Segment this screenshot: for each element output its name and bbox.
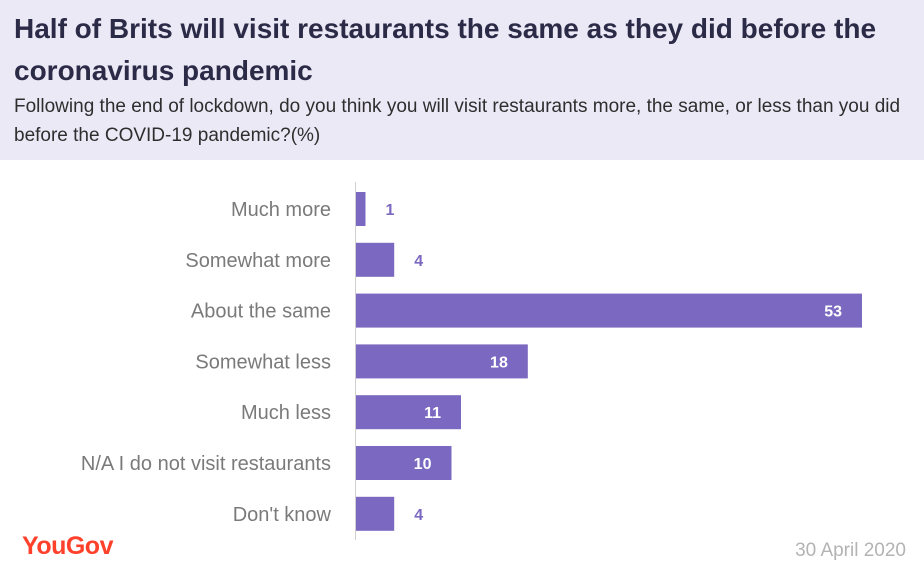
yougov-logo: YouGov (22, 532, 113, 560)
chart-subtitle: Following the end of lockdown, do you th… (14, 96, 901, 146)
bar-6 (356, 496, 395, 531)
bar-3 (356, 344, 528, 379)
bar-0 (356, 192, 366, 226)
chart-title: Half of Brits will visit restaurants the… (14, 13, 877, 86)
value-label-2: 53 (824, 304, 842, 321)
value-label-4: 11 (424, 405, 441, 422)
category-label-4: Much less (241, 402, 331, 424)
value-label-5: 10 (414, 456, 432, 473)
bar-2 (356, 293, 862, 328)
category-label-6: Don't know (233, 504, 332, 526)
bars-group: Much more 1 Somewhat more 4 About the same 53… (81, 192, 862, 531)
bar-5 (356, 446, 452, 480)
value-label-0: 1 (386, 202, 395, 219)
value-label-1: 4 (414, 253, 423, 270)
bar-4 (356, 395, 461, 430)
category-label-1: Somewhat more (185, 250, 331, 272)
header-band: Half of Brits will visit restaurants the… (0, 0, 924, 160)
date-label: 30 April 2020 (795, 540, 906, 561)
category-label-3: Somewhat less (195, 351, 331, 373)
category-label-5: N/A I do not visit restaurants (81, 453, 331, 475)
category-label-2: About the same (191, 301, 331, 323)
value-label-3: 18 (490, 354, 508, 371)
bar-1 (356, 242, 395, 277)
value-label-6: 4 (414, 507, 423, 524)
category-label-0: Much more (231, 199, 331, 221)
